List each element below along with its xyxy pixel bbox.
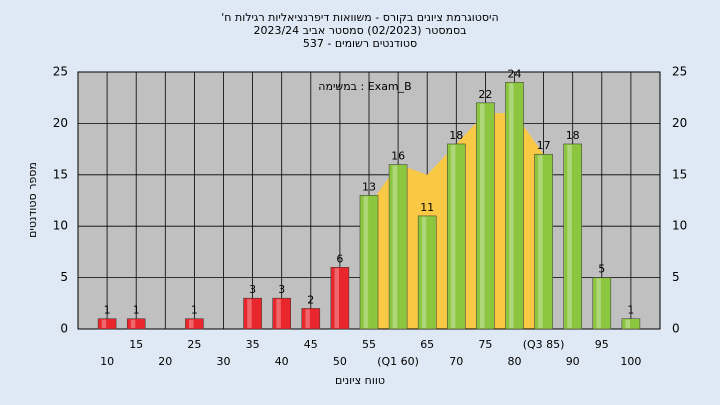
data-label: 17: [537, 139, 551, 152]
bar-shine: [276, 299, 281, 328]
bar-shine: [130, 319, 136, 328]
x-tick-label: 15: [129, 338, 143, 351]
x-tick-label: 65: [420, 338, 434, 351]
data-label: 1: [133, 304, 140, 317]
bar: [476, 102, 495, 330]
x-tick-label: 95: [595, 338, 609, 351]
x-tick-label: 25: [187, 338, 201, 351]
bar: [505, 82, 524, 330]
y-tick-label: 15: [53, 167, 68, 181]
x-tick-label: 70: [449, 355, 463, 368]
data-label: 24: [508, 67, 522, 80]
y-tick-label: 25: [53, 65, 68, 79]
bar: [185, 318, 204, 330]
x-tick-label: 80: [508, 355, 522, 368]
data-label: 1: [191, 304, 198, 317]
y2-tick-label: 0: [672, 322, 680, 336]
data-label: 2: [307, 293, 314, 306]
bar-shine: [450, 144, 456, 328]
data-label: 11: [420, 201, 434, 214]
data-label: 16: [391, 150, 405, 163]
bar-shine: [101, 319, 107, 328]
bar: [592, 277, 612, 330]
x-tick-label: 55: [362, 338, 376, 351]
data-label: 13: [362, 180, 376, 193]
y-tick-label: 10: [53, 219, 68, 233]
bar: [126, 318, 146, 330]
bar-shine: [334, 268, 339, 328]
y-tick-label: 5: [60, 270, 68, 284]
data-label: 18: [566, 129, 580, 142]
bar: [447, 143, 466, 330]
y2-tick-label: 20: [672, 116, 687, 130]
data-label: 5: [598, 263, 605, 276]
bar-shine: [596, 278, 601, 328]
x-tick-label: 75: [478, 338, 492, 351]
chart-subtitle: סטודנטים רשומים - 537: [303, 37, 417, 50]
x-tick-label: 50: [333, 355, 347, 368]
y2-tick-label: 10: [672, 219, 687, 233]
y2-tick-label: 25: [672, 65, 687, 79]
bar-shine: [479, 103, 485, 328]
x-tick-label: (Q3 85): [523, 338, 565, 351]
chart-subtitle: בסמסטר (02/2023) סמסטר אביב 2023/24: [253, 24, 466, 37]
bar: [97, 318, 117, 330]
bar-shine: [188, 319, 194, 328]
x-tick-label: (Q1 60): [377, 355, 419, 368]
bar: [301, 308, 321, 330]
x-tick-label: 35: [246, 338, 260, 351]
bar-shine: [305, 309, 310, 328]
data-label: 3: [278, 283, 285, 296]
bar: [330, 267, 350, 330]
chart-title: היסטוגרמת ציונים בקורס - משוואות דיפרנצי…: [221, 11, 498, 24]
data-label: 1: [627, 304, 634, 317]
y-axis-label: מספר סטודנטים: [26, 162, 39, 238]
x-axis-label: טווח ציונים: [335, 374, 385, 387]
bar: [272, 297, 291, 330]
x-tick-label: 100: [620, 355, 641, 368]
y-tick-label: 20: [53, 116, 68, 130]
data-label: 1: [104, 304, 111, 317]
y2-tick-label: 15: [672, 167, 687, 181]
bar: [563, 143, 582, 330]
bar-shine: [538, 155, 543, 328]
bar: [243, 297, 262, 330]
data-label: 3: [249, 283, 256, 296]
bar-shine: [509, 83, 514, 328]
bar-shine: [421, 216, 427, 328]
x-tick-label: 40: [275, 355, 289, 368]
bar: [359, 195, 379, 330]
bar: [534, 153, 553, 330]
x-tick-label: 20: [158, 355, 172, 368]
bar-shine: [625, 319, 630, 328]
y2-tick-label: 5: [672, 270, 680, 284]
bar-shine: [363, 196, 369, 328]
x-tick-label: 10: [100, 355, 114, 368]
data-label: 6: [336, 252, 343, 265]
bar: [621, 318, 641, 330]
bar-shine: [247, 299, 252, 328]
x-tick-label: 90: [566, 355, 580, 368]
bar: [388, 164, 408, 330]
bar: [417, 215, 437, 330]
y-tick-label: 0: [60, 322, 68, 336]
bar-shine: [392, 165, 398, 328]
data-label: 18: [449, 129, 463, 142]
bar-shine: [567, 144, 572, 328]
x-tick-label: 45: [304, 338, 318, 351]
data-label: 22: [478, 88, 492, 101]
x-tick-label: 30: [217, 355, 231, 368]
annotation: Exam_B : במשימה: [318, 80, 411, 93]
